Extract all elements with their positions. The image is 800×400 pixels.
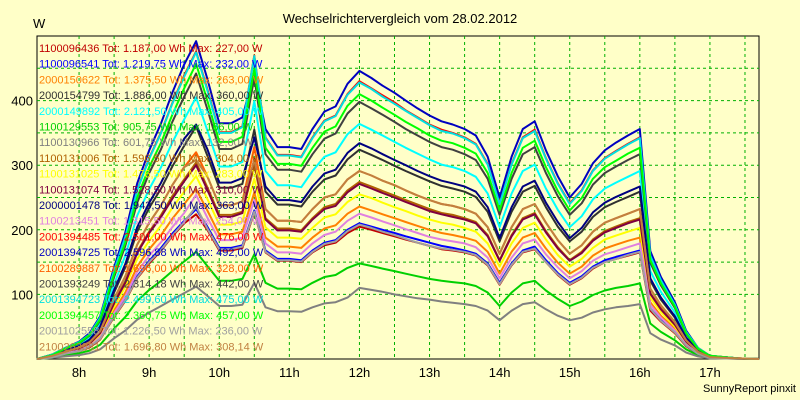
series-line-2100263881 — [36, 159, 760, 360]
legend-entry-2001393249: 2001393249 Tot: 2.314,18 Wh Max: 442,00 … — [39, 279, 264, 291]
x-tick-label: 12h — [349, 365, 371, 380]
series-line-1100131006 — [36, 161, 760, 360]
x-tick-label: 11h — [279, 365, 300, 380]
series-line-1100131074 — [36, 157, 760, 360]
series-line-2001393249 — [36, 72, 760, 360]
legend-entry-2001102558: 2001102558 Tot: 1.226,50 Wh Max: 236,00 … — [39, 326, 263, 338]
legend-entry-2001394725: 2001394725 Tot: 2.596,88 Wh Max: 492,00 … — [39, 247, 264, 259]
legend-entry-2000149892: 2000149892 Tot: 2.121,50 Wh Max: 405,00 … — [39, 106, 264, 118]
x-axis-ticks: 8h 9h 10h 11h 12h 13h 14h 15h 16h 17h — [72, 365, 721, 380]
x-tick-label: 8h — [72, 365, 86, 380]
legend-entry-1100130966: 1100130966 Tot: 601,75 Wh Max: 132,00 W — [39, 137, 254, 149]
x-tick-label: 14h — [489, 365, 511, 380]
x-tick-label: 9h — [142, 365, 156, 380]
legend-entry-1100213451: 1100213451 Tot: 1.315,50 Wh Max: 254,00 … — [39, 216, 263, 228]
series-line-2001394457 — [36, 62, 760, 360]
legend-entry-2001394457: 2001394457 Tot: 2.360,75 Wh Max: 457,00 … — [39, 310, 264, 322]
x-tick-label: 17h — [699, 365, 721, 380]
series-line-2001394725 — [36, 40, 760, 360]
chart-title: Wechselrichtervergleich vom 28.02.2012 — [283, 11, 518, 26]
legend-entry-1100131006: 1100131006 Tot: 1.596,50 Wh Max: 304,00 … — [39, 153, 263, 165]
legend: 1100096436 Tot: 1.187,00 Wh Max: 227,00 … — [39, 43, 264, 353]
legend-entry-1100096541: 1100096541 Tot: 1.219,75 Wh Max: 232,00 … — [39, 59, 263, 71]
series-line-1100129553 — [36, 250, 760, 360]
series-line-1100213451 — [36, 193, 760, 360]
x-tick-label: 13h — [419, 365, 441, 380]
y-tick-label: 100 — [11, 287, 33, 302]
legend-entry-2000001478: 2000001478 Tot: 1.943,50 Wh Max: 363,00 … — [39, 200, 264, 212]
series-lines — [36, 40, 760, 360]
series-line-2000154799 — [36, 125, 760, 360]
legend-entry-1100131025: 1100131025 Tot: 1.476,50 Wh Max: 283,00 … — [39, 169, 263, 181]
legend-entry-1100131074: 1100131074 Tot: 1.528,50 Wh Max: 310,00 … — [39, 184, 263, 196]
series-line-2001394723 — [36, 51, 760, 360]
legend-entry-2100289887: 2100289887 Tot: 1.696,00 Wh Max: 328,00 … — [39, 263, 264, 275]
y-tick-label: 400 — [11, 94, 33, 109]
series-line-1100130966 — [36, 281, 759, 360]
series-line-2000001478 — [36, 123, 760, 360]
x-tick-label: 16h — [629, 365, 651, 380]
series-line-2001102558 — [36, 205, 760, 360]
legend-entry-2001394723: 2001394723 Tot: 2.499,60 Wh Max: 475,00 … — [39, 294, 264, 306]
y-axis-unit-label: W — [33, 16, 46, 31]
legend-entry-2000154799: 2000154799 Tot: 1.886,00 Wh Max: 360,00 … — [39, 90, 264, 102]
grid-lines — [37, 36, 759, 359]
legend-entry-2001394485: 2001394485 Tot: 2.501,00 Wh Max: 476,00 … — [39, 231, 264, 243]
x-tick-label: 15h — [559, 365, 581, 380]
chart-footer: SunnyReport pinxit — [703, 383, 796, 395]
series-line-2000150622 — [36, 188, 760, 360]
legend-entry-2000150622: 2000150622 Tot: 1.375,50 Wh Max: 263,00 … — [39, 74, 264, 86]
y-tick-label: 200 — [11, 223, 33, 238]
y-tick-label: 300 — [11, 158, 33, 173]
y-axis-ticks: 100 200 300 400 — [11, 94, 33, 303]
series-line-1100131025 — [36, 175, 760, 360]
x-tick-label: 10h — [208, 365, 230, 380]
series-line-2000149892 — [36, 96, 760, 360]
legend-entry-2100263881: 2100263881 Tot: 1.696,80 Wh Max: 308,14 … — [39, 341, 264, 353]
legend-entry-1100096436: 1100096436 Tot: 1.187,00 Wh Max: 227,00 … — [39, 43, 263, 55]
legend-entry-1100129553: 1100129553 Tot: 905,75 Wh Max: 166,00 W — [39, 122, 254, 134]
series-line-1100096541 — [36, 208, 760, 360]
